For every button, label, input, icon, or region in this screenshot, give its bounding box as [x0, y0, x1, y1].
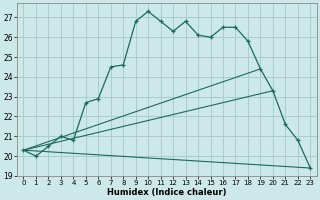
X-axis label: Humidex (Indice chaleur): Humidex (Indice chaleur): [107, 188, 227, 197]
